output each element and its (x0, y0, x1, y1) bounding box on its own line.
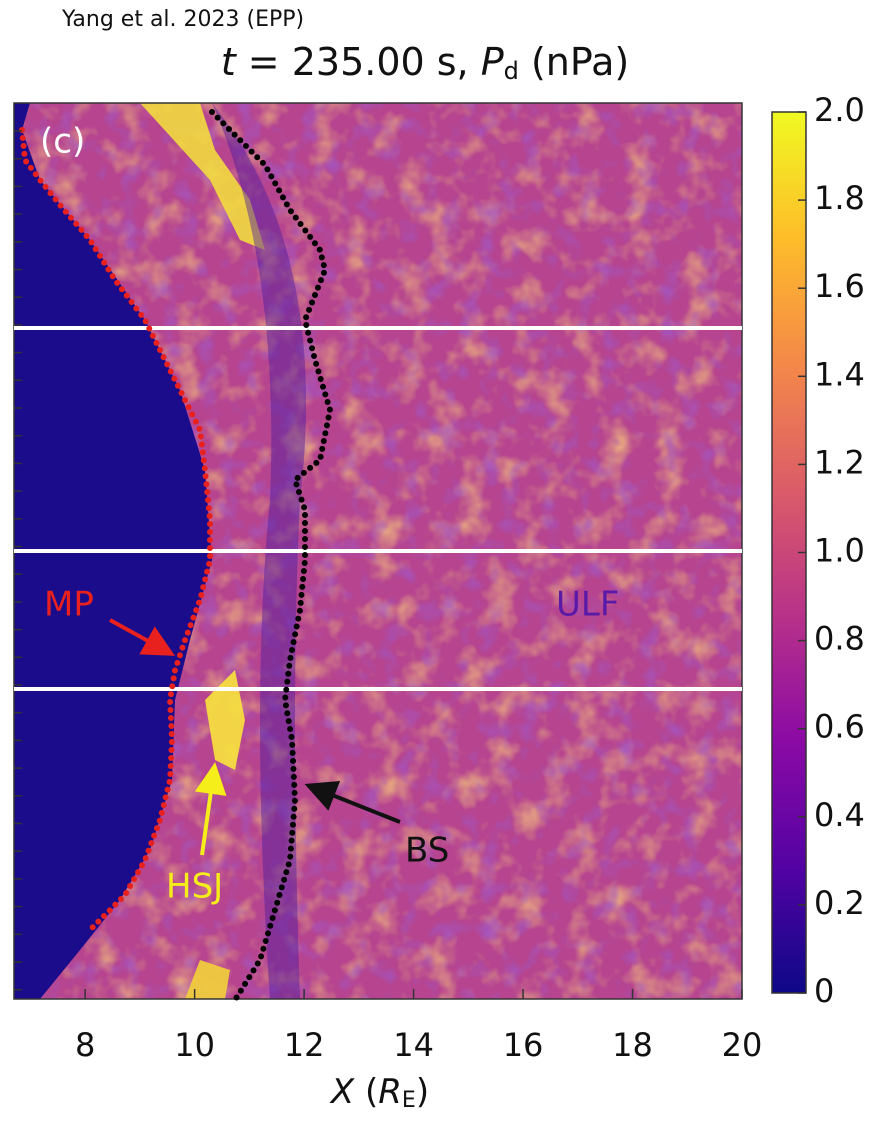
x-tick-label: 20 (722, 1026, 763, 1064)
panel-label: (c) (40, 122, 85, 162)
colorbar-tick-label: 1.8 (814, 179, 865, 217)
mp-label: MP (44, 585, 94, 625)
colorbar-tick-label: 0.4 (814, 796, 865, 834)
source-label: Yang et al. 2023 (EPP) (61, 7, 304, 32)
bs-arrow (304, 781, 401, 824)
x-tick-label: 18 (612, 1026, 653, 1064)
colorbar-tick-label: 1.6 (814, 267, 865, 305)
colorbar-tick-label: 0.6 (814, 708, 865, 746)
colorbar-tick-label: 0 (814, 972, 834, 1010)
bow-shock-dots (209, 109, 334, 1003)
x-axis-label: X (RE) (329, 1072, 429, 1114)
hsj-label: HSJ (166, 867, 223, 907)
x-tick-label: 8 (75, 1026, 95, 1064)
colorbar-tick-label: 1.2 (814, 443, 865, 481)
x-tick-label: 14 (393, 1026, 434, 1064)
chart-title: t = 235.00 s, Pd (nPa) (221, 40, 629, 86)
colorbar-tick-label: 2.0 (814, 91, 865, 129)
x-tick-label: 10 (174, 1026, 215, 1064)
colorbar-tick-label: 1.0 (814, 532, 865, 570)
separator-lines (14, 326, 742, 691)
bs-label: BS (405, 831, 449, 871)
hsj-arrow (194, 762, 227, 856)
x-tick-label: 12 (284, 1026, 325, 1064)
x-tick-label: 16 (503, 1026, 544, 1064)
colorbar-tick-label: 0.2 (814, 884, 865, 922)
colorbar-tick-label: 0.8 (814, 620, 865, 658)
y-ticks (14, 130, 22, 991)
magnetopause-dots (19, 127, 213, 933)
ulf-label: ULF (556, 585, 619, 625)
mp-arrow (109, 618, 176, 656)
colorbar-tick-label: 1.4 (814, 355, 865, 393)
